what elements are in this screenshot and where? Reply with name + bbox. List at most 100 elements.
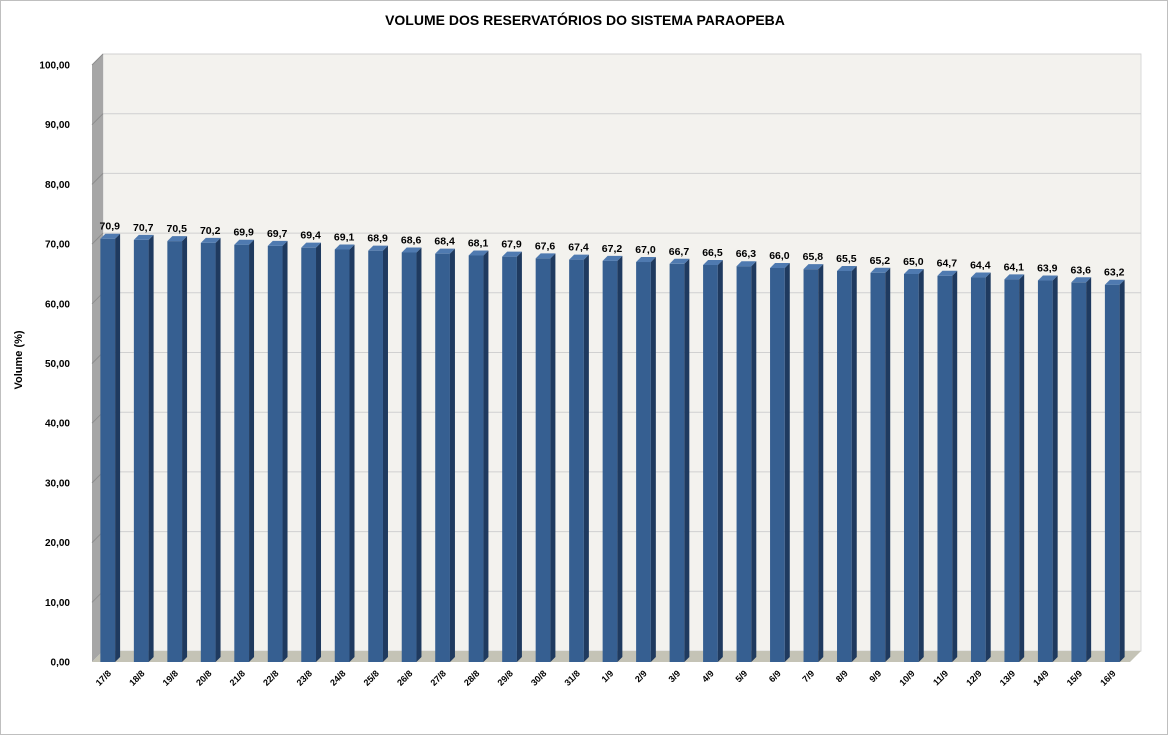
x-axis-ticks: 17/8 18/8 19/8 20/8 21/8 22/8 23/8 24/8 25/8 26/8… bbox=[94, 668, 1118, 687]
gridline-wall bbox=[91, 173, 104, 185]
bar-top bbox=[234, 239, 255, 245]
x-tick-label: 1/9 bbox=[599, 668, 615, 684]
y-axis-ticks: 0,00 10,00 20,00 30,00 40,00 50,00 60,00 70,00 8… bbox=[39, 61, 70, 669]
x-tick-label: 17/8 bbox=[94, 668, 113, 687]
bar-front bbox=[903, 273, 919, 662]
bar-top bbox=[133, 234, 154, 240]
bar-top bbox=[837, 265, 857, 271]
bar-side bbox=[918, 268, 924, 662]
data-label: 68,1 bbox=[468, 237, 489, 249]
bar-front bbox=[100, 238, 116, 663]
x-tick-label: 3/9 bbox=[666, 668, 682, 684]
bar-side bbox=[382, 245, 388, 663]
bar bbox=[703, 259, 723, 662]
data-label: 69,9 bbox=[233, 227, 254, 239]
data-label: 64,7 bbox=[937, 258, 958, 270]
bar-top bbox=[535, 253, 556, 259]
bar-front bbox=[334, 249, 350, 662]
bar-side bbox=[885, 267, 891, 662]
bar-side bbox=[1019, 274, 1025, 662]
bar-side bbox=[148, 234, 154, 662]
data-label: 63,6 bbox=[1071, 264, 1092, 276]
bar bbox=[200, 237, 221, 662]
bar-front bbox=[368, 250, 383, 663]
bar-front bbox=[401, 252, 417, 662]
bars bbox=[100, 233, 1125, 663]
x-tick-label: 21/8 bbox=[228, 668, 247, 687]
bar-top bbox=[1071, 277, 1092, 283]
bar-front bbox=[1004, 279, 1020, 662]
data-label: 69,7 bbox=[267, 228, 288, 240]
bar-front bbox=[502, 256, 517, 662]
x-tick-label: 10/9 bbox=[897, 668, 916, 687]
bar-front bbox=[837, 270, 852, 662]
x-tick-label: 8/9 bbox=[834, 668, 850, 684]
x-tick-label: 16/9 bbox=[1098, 668, 1117, 687]
bar-front bbox=[770, 267, 785, 662]
bar bbox=[1004, 274, 1025, 662]
bar-front bbox=[1071, 282, 1087, 662]
bar bbox=[301, 242, 322, 662]
bar bbox=[435, 248, 455, 663]
bar-top bbox=[636, 257, 656, 263]
gridline-wall bbox=[91, 232, 104, 245]
bar-front bbox=[1037, 280, 1053, 662]
bar-front bbox=[301, 247, 317, 662]
bar bbox=[602, 255, 623, 663]
bar-top bbox=[703, 259, 723, 265]
x-tick-label: 7/9 bbox=[800, 668, 816, 684]
bar-front bbox=[200, 242, 216, 662]
bar-side bbox=[583, 254, 589, 662]
bar-front bbox=[970, 277, 986, 662]
bar bbox=[234, 239, 255, 662]
x-tick-label: 19/8 bbox=[161, 668, 180, 687]
bar-top bbox=[770, 262, 790, 268]
x-tick-label: 31/8 bbox=[562, 668, 581, 687]
bar-side bbox=[1086, 277, 1092, 662]
x-tick-label: 25/8 bbox=[362, 668, 381, 687]
y-axis-label: Volume (%) bbox=[13, 330, 25, 389]
data-label: 69,1 bbox=[334, 231, 355, 243]
bar bbox=[1071, 277, 1092, 662]
bar-front bbox=[133, 239, 149, 662]
bar-top bbox=[736, 261, 757, 267]
bar-side bbox=[316, 242, 322, 662]
bar bbox=[970, 272, 991, 662]
bar-top bbox=[301, 242, 322, 248]
bar-side bbox=[349, 244, 355, 662]
data-label: 68,9 bbox=[367, 233, 388, 245]
bar-front bbox=[736, 266, 752, 662]
bar-side bbox=[650, 257, 656, 662]
data-label: 65,0 bbox=[903, 256, 924, 268]
chart-title: VOLUME DOS RESERVATÓRIOS DO SISTEMA PARA… bbox=[385, 11, 785, 28]
bar-side bbox=[717, 259, 723, 662]
bar-side bbox=[784, 262, 790, 662]
bar-front bbox=[468, 255, 484, 662]
data-label: 63,2 bbox=[1104, 267, 1125, 279]
bar-top bbox=[167, 236, 188, 242]
bar-front bbox=[535, 258, 551, 662]
bar-side bbox=[851, 265, 857, 662]
data-label: 64,1 bbox=[1004, 261, 1025, 273]
bar-top bbox=[1004, 274, 1025, 280]
y-tick-label: 100,00 bbox=[39, 61, 70, 72]
bar-side bbox=[416, 247, 422, 662]
bar bbox=[870, 267, 891, 662]
bar-side bbox=[182, 236, 188, 663]
bar-side bbox=[550, 253, 556, 663]
bar bbox=[1037, 275, 1058, 662]
gridline-wall bbox=[91, 53, 104, 66]
data-label: 65,2 bbox=[870, 255, 891, 267]
x-tick-label: 12/9 bbox=[964, 668, 983, 687]
bar-front bbox=[435, 253, 450, 663]
x-tick-label: 15/9 bbox=[1065, 668, 1084, 687]
bar-front bbox=[703, 264, 718, 662]
x-tick-label: 4/9 bbox=[700, 668, 716, 684]
bar-top bbox=[803, 264, 824, 270]
bar-top bbox=[435, 248, 455, 254]
x-tick-label: 2/9 bbox=[633, 668, 649, 684]
bar bbox=[368, 245, 388, 663]
bar-front bbox=[267, 245, 283, 663]
bar bbox=[669, 258, 690, 662]
